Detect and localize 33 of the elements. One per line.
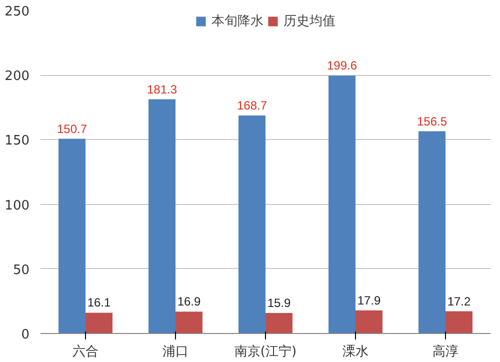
data-label: 199.6 bbox=[326, 58, 358, 73]
data-label: 181.3 bbox=[146, 82, 178, 96]
bar bbox=[148, 99, 176, 334]
data-label: 168.7 bbox=[236, 98, 268, 113]
x-tick-label: 溧水 bbox=[342, 344, 368, 360]
data-label: 17.2 bbox=[447, 294, 472, 308]
legend-label: 本旬降水 bbox=[212, 13, 264, 30]
y-tick-label: 50 bbox=[12, 262, 30, 278]
bar bbox=[418, 131, 446, 334]
data-label: 15.9 bbox=[267, 296, 292, 310]
data-label: 16.1 bbox=[87, 296, 112, 310]
bar bbox=[86, 312, 112, 334]
x-tick-label: 六合 bbox=[72, 344, 98, 360]
x-tick-label: 浦口 bbox=[162, 344, 188, 360]
bar bbox=[176, 312, 202, 334]
data-label: 16.9 bbox=[177, 294, 202, 309]
bar bbox=[446, 311, 472, 334]
y-tick-label: 250 bbox=[4, 4, 30, 20]
data-label: 150.7 bbox=[56, 122, 88, 136]
bar bbox=[328, 76, 356, 334]
data-label: 156.5 bbox=[416, 114, 448, 128]
bar bbox=[266, 312, 292, 334]
x-tick-label: 南京(江宁) bbox=[234, 344, 297, 360]
legend-label: 历史均值 bbox=[284, 13, 336, 30]
x-tick-label: 高淳 bbox=[432, 344, 458, 360]
data-label: 17.9 bbox=[357, 293, 382, 308]
y-tick-label: 100 bbox=[4, 198, 30, 214]
bar bbox=[356, 310, 382, 334]
bar bbox=[238, 116, 266, 334]
y-tick-label: 200 bbox=[4, 69, 30, 84]
y-tick-label: 0 bbox=[21, 328, 30, 342]
y-tick-label: 150 bbox=[4, 134, 30, 149]
bar bbox=[58, 138, 86, 334]
